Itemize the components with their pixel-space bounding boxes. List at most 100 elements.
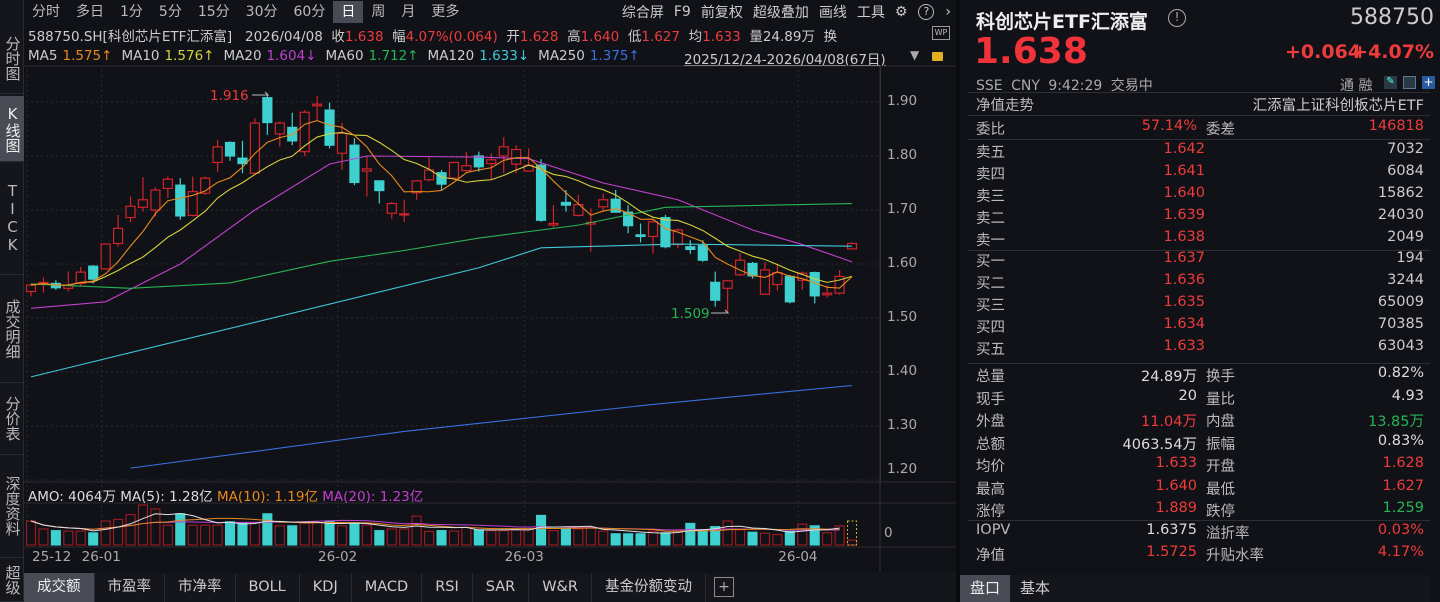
level-price: 1.634 xyxy=(1163,316,1205,332)
tab-basic[interactable]: 基本 xyxy=(1020,579,1051,597)
add-indicator-icon[interactable]: + xyxy=(713,577,734,597)
indicator-tab[interactable]: BOLL xyxy=(236,573,300,602)
tong-tag: 通 xyxy=(1340,78,1354,94)
quote-panel: 科创芯片ETF汇添富 ! 588750 1.638 +0.064 +4.07% … xyxy=(960,0,1440,602)
indicator-tab[interactable]: RSI xyxy=(422,573,473,602)
chevron-right-icon[interactable]: › xyxy=(945,4,951,20)
edit-icon[interactable]: ✎ xyxy=(1384,76,1397,89)
bid-row[interactable]: 买二 1.636 3244 xyxy=(960,272,1430,293)
rong-tag: 融 xyxy=(1358,78,1373,94)
candle-down xyxy=(262,97,273,124)
ask-row[interactable]: 卖五 1.642 7032 xyxy=(960,141,1430,162)
tab-pankou[interactable]: 盘口 xyxy=(960,575,1011,602)
stat-row: 现手 20 量比 4.93 xyxy=(960,388,1430,409)
nav-trend-label[interactable]: 净值走势 xyxy=(976,98,1034,114)
tool-button[interactable]: 综合屏 xyxy=(621,5,664,21)
sidebar-tab[interactable]: 成交明细 xyxy=(0,275,24,383)
ma-legend: MA5 1.575↑ MA10 1.576↑ MA20 1.604↓ MA60 1.712↑ M… xyxy=(28,48,649,64)
period-tab[interactable]: 多日 xyxy=(76,4,104,20)
sidebar-tab[interactable]: K线图 xyxy=(0,96,24,162)
nav-trend-row[interactable]: 净值走势 汇添富上证科创板芯片ETF xyxy=(960,94,1430,115)
sidebar-tab[interactable]: 分时图 xyxy=(0,24,24,94)
info-icon[interactable]: ! xyxy=(1168,9,1186,27)
sidebar-tab[interactable]: TICK xyxy=(0,162,24,275)
price-tick: 1.70 xyxy=(887,201,918,217)
indicator-tab[interactable]: 成交额 xyxy=(24,573,95,602)
candle-up xyxy=(75,271,86,285)
amount-bar xyxy=(399,528,410,546)
candle-up xyxy=(498,146,509,157)
add-watchlist-icon[interactable]: + xyxy=(1422,75,1435,89)
indicator-tab[interactable]: 基金份额变动 xyxy=(592,573,706,602)
ask-row[interactable]: 卖四 1.641 6084 xyxy=(960,163,1430,184)
indicator-tab[interactable]: MACD xyxy=(352,573,423,602)
period-tab[interactable]: 1分 xyxy=(120,4,143,20)
stat-label: 净值 xyxy=(976,548,1005,564)
bid-row[interactable]: 买五 1.633 63043 xyxy=(960,338,1430,359)
date-tick: 26-04 xyxy=(778,549,818,565)
amo-value: AMO: 4064万 xyxy=(28,489,116,505)
help-icon[interactable]: ? xyxy=(918,4,935,20)
period-tab[interactable]: 5分 xyxy=(158,4,182,20)
dropdown-triangle-icon[interactable]: ▼ xyxy=(910,48,920,62)
candle-down xyxy=(635,234,646,238)
tool-button[interactable]: 工具 xyxy=(856,5,885,21)
period-tab[interactable]: 15分 xyxy=(197,4,230,20)
price-tick: 1.90 xyxy=(887,93,918,109)
period-tab[interactable]: 日 xyxy=(333,1,364,23)
stat-row: 均价 1.633 开盘 1.628 xyxy=(960,455,1430,476)
bid-row[interactable]: 买四 1.634 70385 xyxy=(960,316,1430,337)
ask-row[interactable]: 卖一 1.638 2049 xyxy=(960,229,1430,250)
indicator-tab[interactable]: 市净率 xyxy=(165,573,236,602)
ma-label: MA60 xyxy=(325,48,364,64)
period-tab[interactable]: 月 xyxy=(401,4,416,20)
alert-icon[interactable] xyxy=(1403,76,1416,89)
bid-row[interactable]: 买一 1.637 194 xyxy=(960,250,1430,271)
amount-ma5 xyxy=(30,513,840,534)
bid-row[interactable]: 买三 1.635 65009 xyxy=(960,294,1430,315)
date-range[interactable]: 2025/12/24-2026/04/08(67日) xyxy=(684,52,886,68)
amount-bar xyxy=(187,524,198,546)
ma-value: 1.712↑ xyxy=(368,48,419,64)
close-label: 收 xyxy=(331,29,345,45)
period-tab[interactable]: 60分 xyxy=(293,4,326,20)
candle-up xyxy=(361,168,372,172)
candle-up xyxy=(112,227,124,245)
tool-button[interactable]: 画线 xyxy=(818,5,847,21)
period-tab[interactable]: 30分 xyxy=(245,4,278,20)
level-label: 卖一 xyxy=(976,233,1005,249)
volume-label: 量 xyxy=(749,29,763,45)
date-tick: 26-01 xyxy=(81,549,121,565)
ask-row[interactable]: 卖三 1.640 15862 xyxy=(960,185,1430,206)
stat-value: 20 xyxy=(1178,387,1197,404)
amo-ma20: MA(20): 1.23亿 xyxy=(322,489,424,505)
sidebar-tab[interactable]: 分价表 xyxy=(0,383,24,455)
sidebar-tab[interactable]: 深度资料 xyxy=(0,455,24,558)
indicator-tab[interactable]: 市盈率 xyxy=(95,573,165,602)
unlock-icon[interactable] xyxy=(932,52,943,61)
period-tab[interactable]: 更多 xyxy=(431,4,460,20)
price-change: +0.064 xyxy=(1285,41,1362,63)
period-tab[interactable]: 周 xyxy=(371,4,386,20)
amount-bar xyxy=(224,521,236,546)
wp-icon[interactable]: WP xyxy=(932,26,950,40)
amount-bar xyxy=(312,522,323,546)
amount-bar xyxy=(735,529,746,546)
ma-line-ma5 xyxy=(30,119,853,289)
candle-down xyxy=(535,164,547,221)
indicator-tab[interactable]: W&R xyxy=(529,573,592,602)
stat-label: 量比 xyxy=(1206,391,1235,408)
gear-icon[interactable]: ⚙ xyxy=(894,4,908,20)
open-value: 1.628 xyxy=(519,29,559,45)
indicator-tab[interactable]: KDJ xyxy=(300,573,352,602)
period-tab[interactable]: 分时 xyxy=(32,4,60,20)
tool-button[interactable]: 前复权 xyxy=(700,5,743,21)
stat-label: 振幅 xyxy=(1206,436,1235,453)
fund-title: 科创芯片ETF汇添富 xyxy=(976,11,1148,33)
tool-button[interactable]: F9 xyxy=(673,4,691,20)
tool-button[interactable]: 超级叠加 xyxy=(752,5,809,21)
kline-chart[interactable]: 1.916 1.509 xyxy=(0,0,956,602)
ask-row[interactable]: 卖二 1.639 24030 xyxy=(960,207,1430,228)
indicator-tab[interactable]: SAR xyxy=(473,573,530,602)
level-volume: 3244 xyxy=(1387,272,1424,288)
